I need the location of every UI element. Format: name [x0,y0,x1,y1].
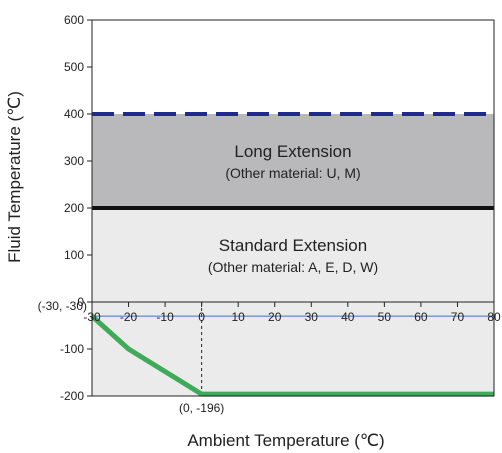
series-line-3 [90,314,494,397]
x-tick-label-3: 0 [198,310,205,324]
y-tick-label-4: 200 [64,201,84,215]
y-tick-label-0: 600 [64,13,84,27]
region-subtitle-0: (Other material: U, M) [225,165,360,181]
x-tick-label-11: 80 [487,310,501,324]
y-tick-labels: 600 500 400 300 200 100 0 -100 -200 [60,13,84,403]
x-tick-labels: -30 -20 -10 0 10 20 30 40 50 60 70 80 [83,310,501,324]
y-tick-label-1: 500 [64,60,84,74]
region-fills [92,114,494,396]
x-tick-label-10: 70 [451,310,465,324]
y-axis-title: Fluid Temperature (℃) [5,91,24,263]
annotation-1: (0, -196) [179,401,224,415]
region-title-0: Long Extension [234,142,351,161]
tick-marks [87,19,495,397]
x-tick-label-0: -30 [83,310,101,324]
y-tick-label-8: -200 [60,389,84,403]
x-tick-label-4: 10 [232,310,246,324]
x-axis-title: Ambient Temperature (℃) [187,431,384,450]
y-tick-label-3: 300 [64,154,84,168]
series-lines [90,112,494,397]
y-tick-label-6: 0 [77,295,84,309]
region-sub-zero [92,302,494,396]
x-tick-label-5: 20 [268,310,282,324]
x-tick-label-6: 30 [305,310,319,324]
annotations: (-30, -30) (0, -196) [38,299,225,415]
region-title-1: Standard Extension [219,236,367,255]
region-subtitle-1: (Other material: A, E, D, W) [208,259,378,275]
x-tick-label-1: -20 [120,310,138,324]
x-tick-label-7: 40 [341,310,355,324]
x-tick-label-8: 50 [378,310,392,324]
y-tick-label-7: -100 [60,342,84,356]
y-tick-label-2: 400 [64,107,84,121]
y-tick-label-5: 100 [64,248,84,262]
region-1 [92,208,494,302]
region-labels: Long Extension (Other material: U, M) Stan… [208,142,378,275]
annotation-0: (-30, -30) [38,299,87,313]
x-tick-label-9: 60 [414,310,428,324]
x-tick-label-2: -10 [156,310,174,324]
region-0 [92,114,494,208]
